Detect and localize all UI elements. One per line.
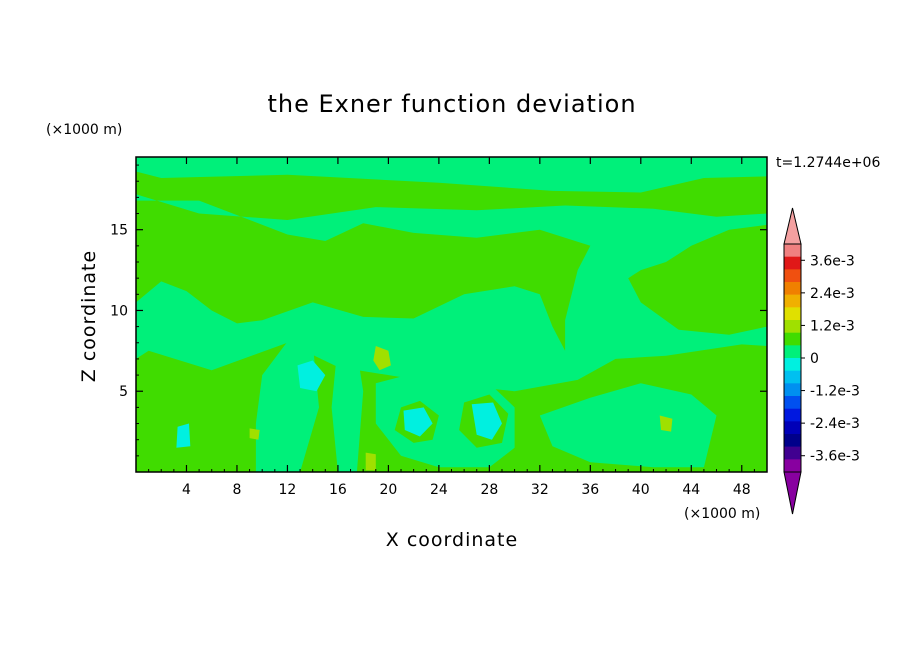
- time-label: t=1.2744e+06: [776, 155, 880, 171]
- colorbar-level: [784, 256, 801, 270]
- colorbar-level: [784, 370, 801, 384]
- colorbar-level: [784, 459, 801, 473]
- colorbar-level: [784, 358, 801, 371]
- chart-title: the Exner function deviation: [267, 90, 636, 118]
- contour-region: [373, 346, 391, 371]
- x-tick-label: 36: [581, 482, 599, 498]
- plot-area: [135, 156, 768, 473]
- x-tick-label: 32: [531, 482, 549, 498]
- colorbar-under-arrow: [783, 471, 802, 515]
- contour-region: [176, 423, 191, 448]
- x-tick-label: 20: [379, 482, 397, 498]
- colorbar-level: [784, 434, 801, 447]
- contour-region: [471, 402, 502, 440]
- colorbar-level: [784, 421, 801, 435]
- y-tick-label: 15: [110, 223, 128, 239]
- colorbar-level: [784, 307, 801, 321]
- colorbar-label: 3.6e-3: [810, 253, 855, 269]
- x-tick-label: 48: [733, 482, 751, 498]
- colorbar-label: -1.2e-3: [810, 384, 860, 400]
- x-axis-label: X coordinate: [386, 529, 518, 551]
- colorbar-level: [784, 294, 801, 308]
- x-tick-label: 44: [682, 482, 700, 498]
- colorbar-label: 1.2e-3: [810, 318, 855, 334]
- x-tick-label: 12: [279, 482, 297, 498]
- contour-region: [249, 428, 260, 440]
- contour-region: [659, 415, 673, 432]
- colorbar-over-arrow: [783, 207, 802, 245]
- colorbar-level: [784, 269, 801, 283]
- colorbar-label: 0: [810, 351, 819, 367]
- contour-region: [539, 383, 717, 468]
- colorbar-level: [784, 383, 801, 397]
- y-axis: 5 10 15: [110, 164, 767, 457]
- x-tick-label: 16: [329, 482, 347, 498]
- colorbar-level: [784, 345, 801, 359]
- contour-region: [136, 157, 767, 193]
- contour-field: [136, 157, 767, 472]
- colorbar: 3.6e-3 2.4e-3 1.2e-3 0 -1.2e-3 -2.4e-3 -3.6e-3: [783, 207, 860, 515]
- x-tick-label: 24: [430, 482, 448, 498]
- colorbar-level: [784, 446, 801, 460]
- x-tick-label: 8: [232, 482, 241, 498]
- colorbar-level: [784, 408, 801, 422]
- x-axis: 4 8 12 16 20 24 28 32 36 40 44 48: [148, 157, 755, 498]
- contour-region: [403, 407, 433, 437]
- x-tick-label: 4: [182, 482, 191, 498]
- colorbar-level: [784, 332, 801, 346]
- colorbar-level: [784, 320, 801, 333]
- contour-region: [365, 452, 376, 471]
- colorbar-level: [784, 396, 801, 409]
- y-tick-label: 5: [119, 384, 128, 400]
- y-axis-label: Z coordinate: [78, 250, 100, 382]
- contour-region: [297, 360, 326, 392]
- x-tick-label: 28: [480, 482, 498, 498]
- y-tick-label: 10: [110, 303, 128, 319]
- colorbar-level: [784, 282, 801, 295]
- colorbar-level: [784, 244, 801, 257]
- contour-region: [331, 342, 364, 472]
- colorbar-label: -3.6e-3: [810, 449, 860, 465]
- x-tick-label: 40: [632, 482, 650, 498]
- y-axis-unit: (×1000 m): [46, 122, 122, 138]
- colorbar-label: 2.4e-3: [810, 286, 855, 302]
- colorbar-label: -2.4e-3: [810, 416, 860, 432]
- x-axis-unit: (×1000 m): [684, 506, 760, 522]
